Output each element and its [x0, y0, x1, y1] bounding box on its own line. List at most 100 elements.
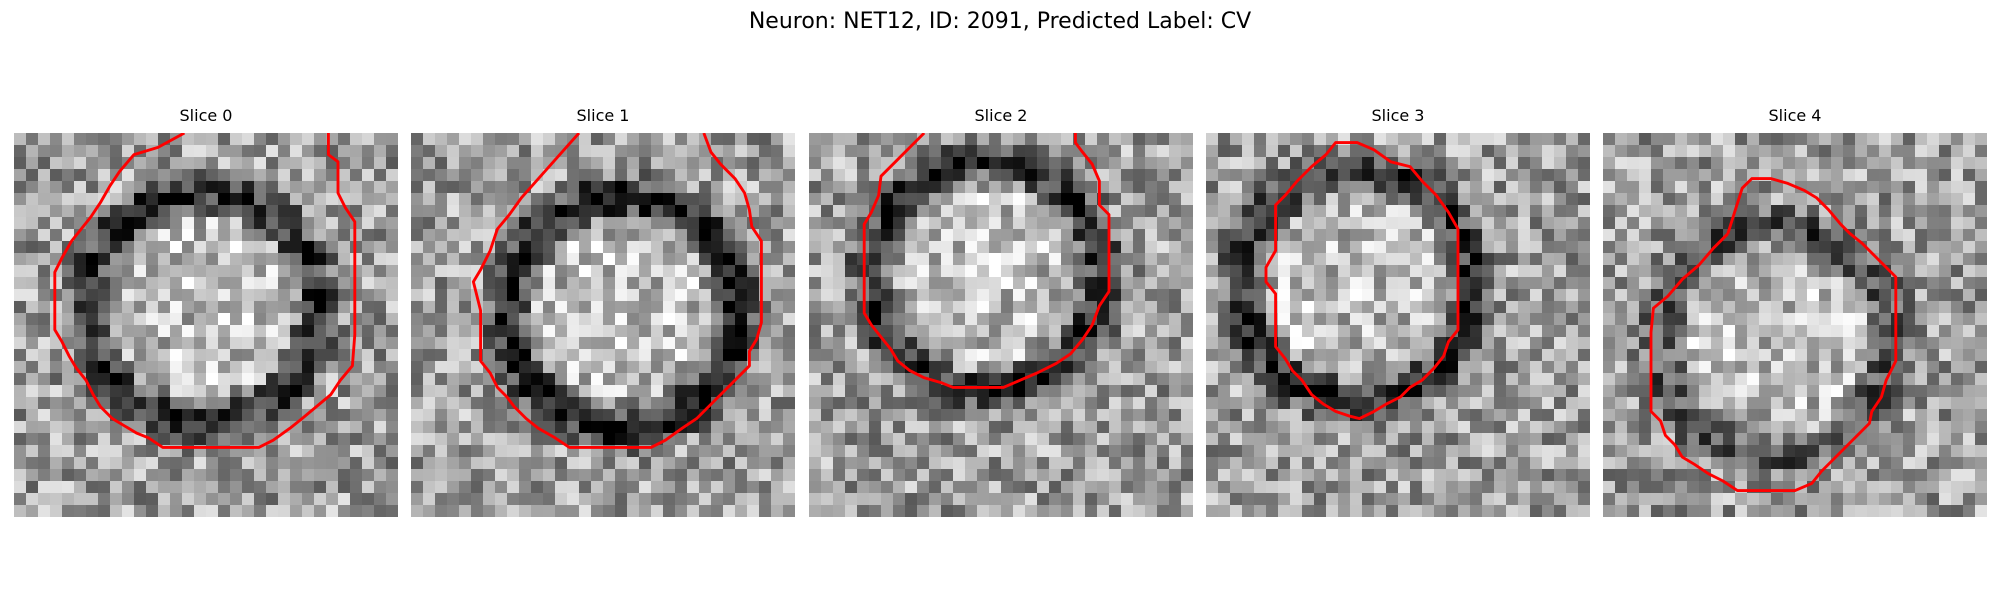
image-pixel	[857, 385, 870, 398]
image-pixel	[1073, 445, 1086, 458]
image-pixel	[98, 217, 111, 230]
image-pixel	[1470, 181, 1483, 194]
image-pixel	[1121, 253, 1134, 266]
image-pixel	[1434, 241, 1447, 254]
image-pixel	[1771, 229, 1784, 242]
image-pixel	[1001, 253, 1014, 266]
image-pixel	[1615, 457, 1628, 470]
image-pixel	[1735, 229, 1748, 242]
image-pixel	[675, 337, 688, 350]
image-pixel	[1482, 289, 1495, 302]
image-pixel	[1278, 241, 1291, 254]
image-pixel	[1157, 373, 1170, 386]
image-pixel	[591, 193, 604, 206]
image-pixel	[98, 277, 111, 290]
image-pixel	[1073, 373, 1086, 386]
image-pixel	[447, 133, 460, 146]
image-pixel	[471, 241, 484, 254]
image-pixel	[675, 205, 688, 218]
image-pixel	[1362, 265, 1375, 278]
image-pixel	[893, 229, 906, 242]
image-pixel	[302, 457, 315, 470]
image-pixel	[1157, 289, 1170, 302]
image-pixel	[1206, 313, 1219, 326]
image-pixel	[1506, 289, 1519, 302]
image-pixel	[783, 217, 795, 230]
image-pixel	[1085, 385, 1098, 398]
image-pixel	[122, 325, 135, 338]
image-pixel	[1807, 265, 1820, 278]
image-pixel	[929, 361, 942, 374]
image-pixel	[62, 361, 75, 374]
image-pixel	[50, 169, 63, 182]
image-pixel	[869, 253, 882, 266]
image-pixel	[687, 325, 700, 338]
image-pixel	[254, 289, 267, 302]
image-pixel	[146, 373, 159, 386]
image-pixel	[110, 229, 123, 242]
image-pixel	[1133, 493, 1146, 506]
image-pixel	[857, 397, 870, 410]
image-pixel	[833, 397, 846, 410]
image-pixel	[905, 349, 918, 362]
image-pixel	[302, 349, 315, 362]
image-pixel	[845, 193, 858, 206]
image-pixel	[869, 133, 882, 146]
image-pixel	[386, 229, 398, 242]
image-pixel	[929, 145, 942, 158]
image-pixel	[1290, 397, 1303, 410]
image-pixel	[1771, 313, 1784, 326]
image-pixel	[735, 241, 748, 254]
image-pixel	[1242, 373, 1255, 386]
image-pixel	[338, 397, 351, 410]
image-pixel	[182, 193, 195, 206]
image-pixel	[1663, 193, 1676, 206]
image-pixel	[1506, 181, 1519, 194]
image-pixel	[723, 277, 736, 290]
image-pixel	[1181, 181, 1193, 194]
image-pixel	[1723, 409, 1736, 422]
image-pixel	[759, 169, 772, 182]
image-pixel	[1326, 205, 1339, 218]
image-pixel	[627, 325, 640, 338]
image-pixel	[170, 301, 183, 314]
image-pixel	[1867, 133, 1880, 146]
image-pixel	[1278, 481, 1291, 494]
image-pixel	[206, 181, 219, 194]
image-pixel	[591, 289, 604, 302]
image-pixel	[1663, 409, 1676, 422]
image-pixel	[1169, 253, 1182, 266]
image-pixel	[1458, 445, 1471, 458]
figure-title: Neuron: NET12, ID: 2091, Predicted Label…	[748, 9, 1252, 34]
image-pixel	[1783, 265, 1796, 278]
image-pixel	[1085, 253, 1098, 266]
image-pixel	[1314, 205, 1327, 218]
image-pixel	[362, 289, 375, 302]
image-pixel	[1386, 445, 1399, 458]
image-pixel	[615, 469, 628, 482]
image-pixel	[495, 313, 508, 326]
image-pixel	[747, 193, 760, 206]
image-pixel	[1470, 337, 1483, 350]
image-pixel	[1410, 145, 1423, 158]
image-pixel	[1121, 445, 1134, 458]
image-pixel	[567, 493, 580, 506]
image-pixel	[1290, 265, 1303, 278]
image-pixel	[182, 313, 195, 326]
image-pixel	[1097, 505, 1110, 517]
image-pixel	[1975, 241, 1987, 254]
image-pixel	[314, 457, 327, 470]
image-pixel	[254, 469, 267, 482]
image-pixel	[1494, 277, 1507, 290]
image-pixel	[905, 265, 918, 278]
image-pixel	[1578, 205, 1590, 218]
image-pixel	[386, 373, 398, 386]
image-pixel	[1831, 373, 1844, 386]
image-pixel	[1446, 481, 1459, 494]
image-pixel	[1145, 301, 1158, 314]
image-pixel	[1975, 205, 1987, 218]
image-pixel	[735, 505, 748, 517]
image-pixel	[723, 181, 736, 194]
image-pixel	[374, 217, 387, 230]
image-pixel	[146, 133, 159, 146]
